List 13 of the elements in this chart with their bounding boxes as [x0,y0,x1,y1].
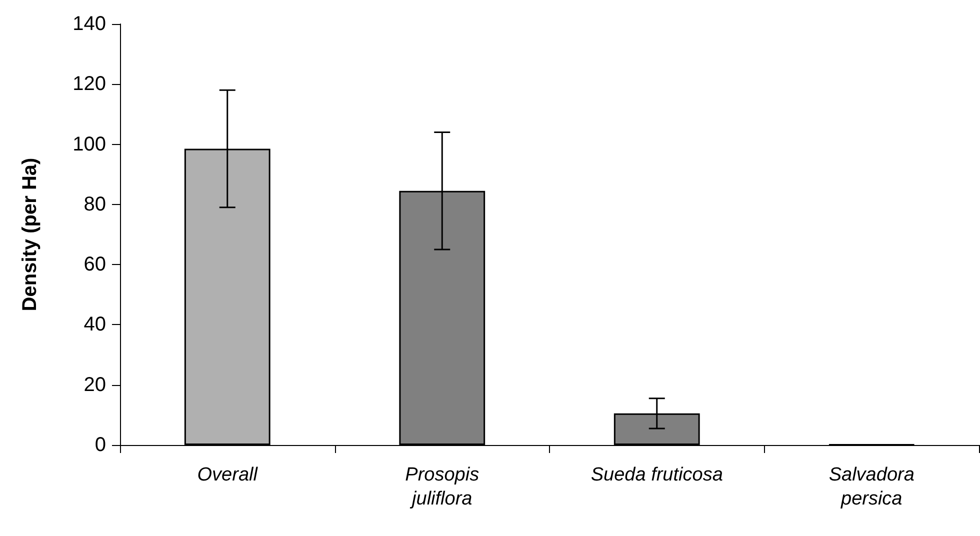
x-tick-label: Sueda fruticosa [590,464,723,486]
y-tick-label: 40 [84,314,106,336]
y-tick-label: 100 [72,133,106,156]
y-axis-title: Density (per Ha) [19,158,41,312]
y-tick-label: 80 [84,193,106,216]
y-tick-label: 140 [72,13,106,35]
y-tick-label: 120 [72,73,106,96]
x-tick-label: Salvadora persica [828,464,914,510]
x-tick-label: Overall [197,464,258,486]
y-tick-label: 20 [84,374,106,396]
x-tick-label: Prosopis juliflora [405,464,480,510]
y-tick-label: 0 [94,434,106,456]
y-tick-label: 60 [84,254,106,276]
